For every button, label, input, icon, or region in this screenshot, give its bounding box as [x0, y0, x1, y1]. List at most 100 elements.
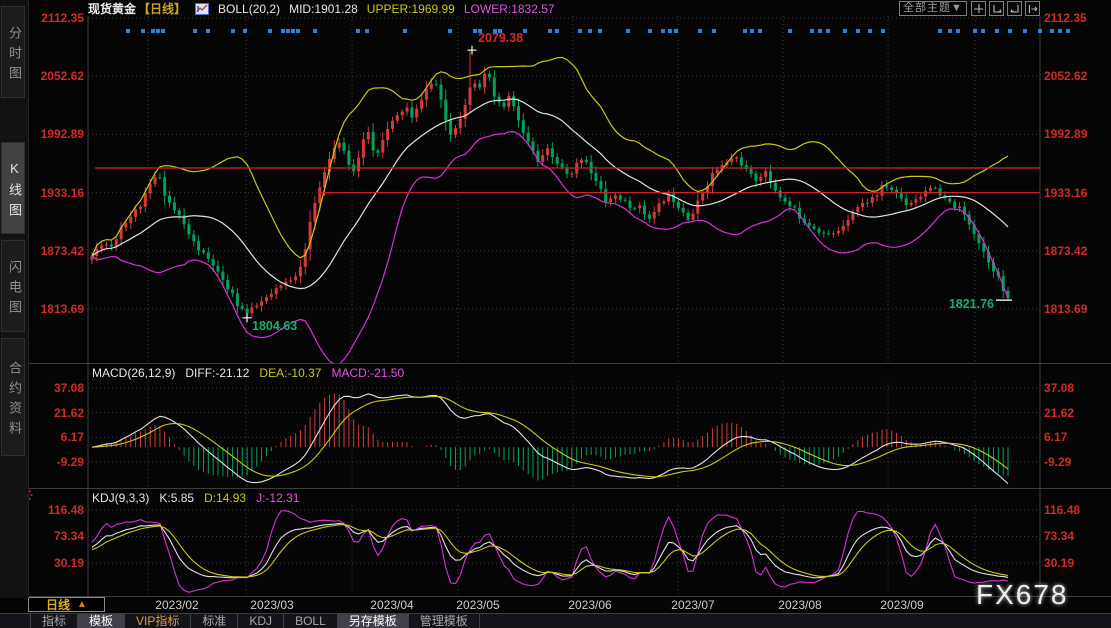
event-dot[interactable] [243, 29, 247, 33]
event-dot[interactable] [956, 29, 960, 33]
event-dot[interactable] [365, 29, 369, 33]
event-dot[interactable] [151, 29, 155, 33]
event-dot[interactable] [712, 29, 716, 33]
event-dot[interactable] [286, 29, 290, 33]
price-tick-label: 21.62 [53, 405, 84, 420]
event-dot[interactable] [788, 29, 792, 33]
event-dot[interactable] [498, 29, 502, 33]
tab-7[interactable]: 另存模板 [337, 614, 409, 628]
price-tick-label: 73.34 [1044, 529, 1075, 544]
price-tick-label: 37.08 [1044, 381, 1075, 395]
event-dot[interactable] [648, 29, 652, 33]
pan-tool-icon[interactable] [971, 1, 986, 16]
event-dot[interactable] [1023, 29, 1027, 33]
event-dot[interactable] [1038, 29, 1042, 33]
event-dot[interactable] [1066, 29, 1070, 33]
event-dot[interactable] [403, 29, 407, 33]
theme-selector-dropdown[interactable]: 全部主题▼ [899, 1, 967, 16]
price-tick-label: 116.48 [47, 503, 84, 517]
boll-lower-band [91, 130, 1009, 363]
price-tick-label: 1873.42 [1044, 243, 1088, 258]
event-dot[interactable] [126, 29, 130, 33]
event-dot[interactable] [268, 29, 272, 33]
event-dot[interactable] [674, 29, 678, 33]
sidebar-item-4[interactable]: 合约资料 [1, 338, 25, 456]
tab-6[interactable]: BOLL [284, 614, 338, 628]
event-dot[interactable] [698, 29, 702, 33]
event-dot[interactable] [1050, 29, 1054, 33]
sidebar-item-1[interactable]: 分时图 [1, 6, 25, 98]
watermark: FX678 [976, 579, 1069, 610]
event-dot[interactable] [948, 29, 952, 33]
event-dot[interactable] [156, 29, 160, 33]
kdj-j-line [91, 510, 1009, 593]
macd-header: MACD(26,12,9) DIFF:-21.12 DEA:-10.37 MAC… [92, 366, 404, 380]
event-dot[interactable] [588, 29, 592, 33]
event-dot[interactable] [750, 29, 754, 33]
candlestick-layer [90, 50, 1010, 363]
event-dot[interactable] [231, 29, 235, 33]
sidebar-item-2[interactable]: K线图 [1, 142, 25, 234]
event-dot[interactable] [1008, 29, 1012, 33]
zoom-fit-right-icon[interactable] [1007, 1, 1022, 16]
event-dot[interactable] [313, 29, 317, 33]
kdj-layer [91, 510, 1009, 593]
event-dot[interactable] [598, 29, 602, 33]
event-dot[interactable] [938, 29, 942, 33]
tab-8[interactable]: 管理模板 [409, 614, 480, 628]
event-dot[interactable] [523, 29, 527, 33]
period-label: 日线 [46, 598, 71, 612]
tab-2[interactable]: 模板 [78, 614, 126, 628]
event-dot[interactable] [661, 29, 665, 33]
event-dot[interactable] [493, 29, 497, 33]
event-dot[interactable] [356, 29, 360, 33]
event-dot[interactable] [161, 29, 165, 33]
event-dot[interactable] [291, 29, 295, 33]
event-dot[interactable] [296, 29, 300, 33]
event-dot[interactable] [881, 29, 885, 33]
event-dot[interactable] [478, 29, 482, 33]
event-dot[interactable] [668, 29, 672, 33]
event-dot[interactable] [448, 29, 452, 33]
price-tick-label: 2052.62 [1044, 69, 1088, 84]
event-dot[interactable] [548, 29, 552, 33]
kdj-k-line [91, 522, 1009, 579]
event-dot[interactable] [473, 29, 477, 33]
boll-upper-band [91, 56, 1009, 259]
event-dot[interactable] [758, 29, 762, 33]
event-dot[interactable] [826, 29, 830, 33]
tab-1[interactable]: 指标 [30, 614, 79, 628]
tab-5[interactable]: KDJ [238, 614, 285, 628]
sidebar-item-3[interactable]: 闪电图 [1, 240, 25, 332]
event-dot[interactable] [281, 29, 285, 33]
event-dot[interactable] [810, 29, 814, 33]
event-dot[interactable] [818, 29, 822, 33]
pane-shift-icon[interactable] [1025, 1, 1040, 16]
symbol-name: 现货黄金 [88, 2, 137, 16]
event-dot[interactable] [555, 29, 559, 33]
kdj-j-value: J:-12.31 [256, 491, 300, 505]
event-dot[interactable] [578, 29, 582, 33]
event-dot[interactable] [995, 29, 999, 33]
macd-dea-value: DEA:-10.37 [259, 366, 322, 380]
event-dot[interactable] [743, 29, 747, 33]
event-dot[interactable] [1058, 29, 1062, 33]
event-dot[interactable] [856, 29, 860, 33]
price-tick-label: 37.08 [53, 381, 84, 395]
zoom-fit-left-icon[interactable] [989, 1, 1004, 16]
period-button[interactable]: 日线 ▲ [28, 597, 105, 612]
event-dot[interactable] [843, 29, 847, 33]
event-dot[interactable] [973, 29, 977, 33]
tab-4[interactable]: 标准 [191, 614, 239, 628]
event-dot[interactable] [868, 29, 872, 33]
event-dot[interactable] [206, 29, 210, 33]
price-tick-label: -9.29 [1044, 455, 1072, 469]
kdj-indicator-label: KDJ(9,3,3) [92, 491, 150, 505]
macd-dea-line [91, 395, 1009, 478]
event-dot[interactable] [981, 29, 985, 33]
event-dot[interactable] [626, 29, 630, 33]
tab-3[interactable]: VIP指标 [125, 614, 192, 628]
event-dot[interactable] [141, 29, 145, 33]
event-dot[interactable] [193, 29, 197, 33]
